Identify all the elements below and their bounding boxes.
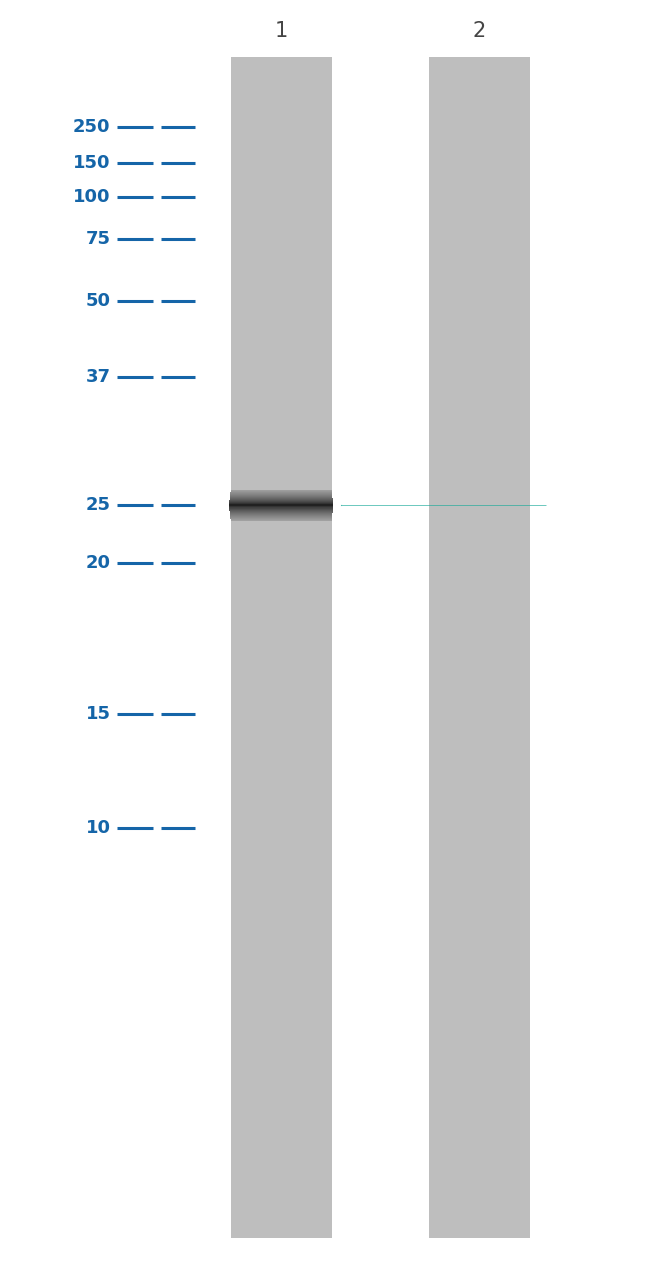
Text: 250: 250: [73, 118, 110, 136]
Text: 75: 75: [86, 230, 110, 248]
Text: 150: 150: [73, 154, 110, 171]
Text: 37: 37: [86, 368, 110, 386]
Text: 1: 1: [274, 20, 288, 41]
Text: 100: 100: [73, 188, 110, 206]
Text: 2: 2: [473, 20, 486, 41]
Bar: [231, 57, 332, 1238]
Text: 10: 10: [86, 819, 110, 837]
Text: 20: 20: [86, 554, 110, 572]
Text: 15: 15: [86, 705, 110, 723]
Bar: [429, 57, 530, 1238]
Text: 50: 50: [86, 292, 110, 310]
Text: 25: 25: [86, 497, 110, 514]
